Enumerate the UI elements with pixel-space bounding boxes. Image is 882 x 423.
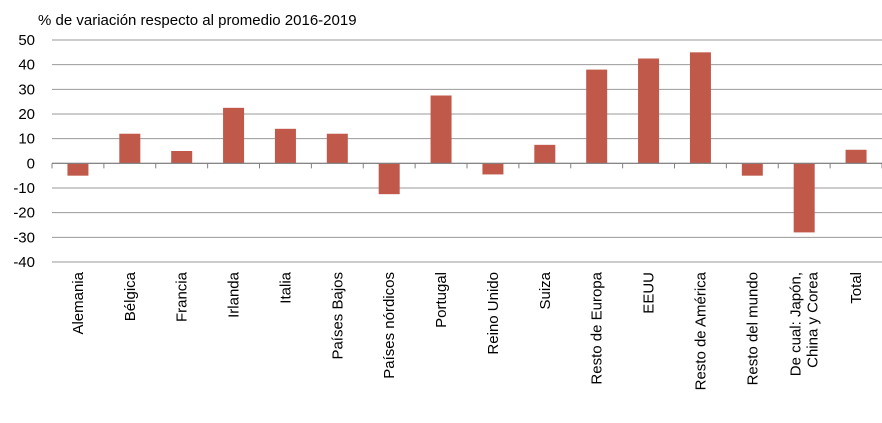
bar (171, 151, 193, 164)
bar (845, 149, 867, 164)
chart-title: % de variación respecto al promedio 2016… (38, 12, 357, 29)
bar (67, 163, 89, 176)
category-label: Portugal (433, 272, 450, 328)
bar (689, 52, 711, 164)
category-labels: Alemania Bélgica Francia Irlanda Italia Paíse… (70, 271, 865, 390)
category-label: EEUU (641, 272, 658, 314)
category-label: Bélgica (122, 271, 139, 321)
category-label: Irlanda (226, 271, 243, 318)
bar (586, 69, 608, 164)
y-tick-label: 40 (18, 57, 35, 74)
y-tick-label: -10 (13, 180, 35, 197)
x-axis (51, 162, 882, 169)
category-label: Suiza (537, 271, 554, 309)
bar (638, 58, 660, 164)
bar (741, 163, 763, 176)
bar (378, 163, 400, 195)
bar (274, 128, 296, 164)
category-label: De cual: Japón,China y Corea (788, 271, 822, 376)
bar (793, 163, 815, 233)
y-tick-label: -20 (13, 205, 35, 222)
y-tick-label: 30 (18, 81, 35, 98)
y-tick-label: 10 (18, 131, 35, 148)
bar (430, 95, 452, 164)
category-label: Países nórdicos (381, 272, 398, 379)
category-label: Resto de América (692, 271, 709, 390)
category-label: Resto del mundo (744, 272, 761, 385)
bar (534, 144, 556, 164)
category-label: Reino Unido (485, 272, 502, 355)
y-tick-label: 0 (27, 155, 35, 172)
y-tick-label: 50 (18, 32, 35, 49)
bar (119, 133, 141, 164)
bars (67, 52, 867, 233)
bar (482, 163, 504, 175)
category-label: Países Bajos (329, 272, 346, 360)
y-tick-label: 20 (18, 106, 35, 123)
y-tick-label: -30 (13, 229, 35, 246)
y-axis-tick-labels: 50 40 30 20 10 0 -10 -20 -30 -40 (13, 32, 35, 271)
category-label: Alemania (70, 271, 87, 334)
category-label: Francia (174, 271, 191, 322)
category-label: Italia (277, 271, 294, 303)
category-label: Total (848, 272, 865, 304)
category-label: Resto de Europa (589, 271, 606, 384)
bar (326, 133, 348, 164)
bar (223, 107, 245, 164)
y-tick-label: -40 (13, 254, 35, 271)
